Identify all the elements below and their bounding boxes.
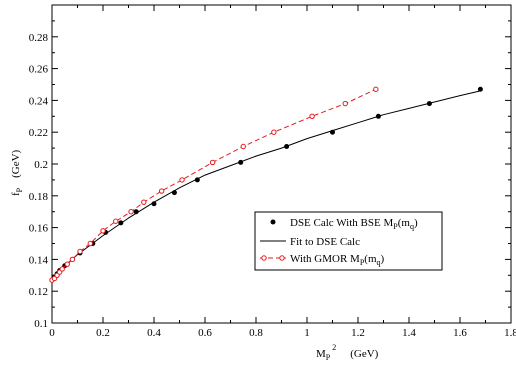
data-point-gmor (342, 100, 348, 107)
y-tick-label: 0.26 (29, 64, 49, 76)
data-point-gmor (113, 218, 119, 224)
y-tick-label: 0.2 (34, 159, 48, 171)
legend-box (254, 211, 443, 271)
y-axis-label: fP(GeV) (10, 149, 24, 196)
data-point-gmor (240, 143, 246, 150)
data-point-gmor (179, 177, 185, 183)
y-axis-ticks: 0.1 0.12 0.14 0.16 0.18 0.2 0.22 0.24 0.26 0.28 (29, 20, 511, 330)
x-tick-label: 1.8 (504, 327, 516, 339)
data-point-gmor (64, 261, 71, 267)
legend-label-gmor: With GMOR MP(mq) (290, 253, 385, 267)
y-tick-label: 0.14 (29, 254, 49, 266)
series-layer (49, 86, 483, 283)
plot-frame (51, 4, 512, 324)
y-tick-label: 0.24 (29, 95, 49, 107)
data-point-gmor (59, 266, 65, 272)
x-tick-label: 1.2 (351, 327, 365, 339)
x-axis-label: MP2(GeV) (316, 343, 379, 362)
data-point-gmor (141, 199, 147, 205)
data-point-gmor (209, 159, 216, 166)
x-tick-label: 0.6 (198, 327, 212, 339)
x-tick-label: 0.8 (249, 327, 263, 339)
data-point-gmor (373, 86, 379, 92)
data-point-gmor (271, 129, 277, 135)
data-point-gmor (77, 248, 83, 255)
data-point-dse (477, 86, 483, 92)
y-tick-label: 0.28 (29, 32, 49, 44)
y-tick-label: 0.12 (29, 286, 48, 298)
x-tick-label: 1.6 (453, 327, 467, 339)
y-tick-label: 0.18 (29, 191, 49, 203)
y-tick-label: 0.22 (29, 127, 48, 139)
x-tick-label: 1.4 (402, 327, 416, 339)
data-point-gmor (100, 228, 106, 234)
x-tick-label: 0.4 (147, 327, 161, 339)
data-point-gmor (158, 188, 165, 194)
legend-marker-gmor-circle (261, 255, 267, 261)
data-point-gmor (309, 113, 315, 120)
legend-label-dse: DSE Calc With BSE MP(mq) (290, 217, 418, 231)
data-point-gmor (87, 240, 93, 247)
x-tick-label: 0.2 (96, 327, 110, 339)
x-tick-label: 0 (49, 327, 55, 339)
y-tick-label: 0.1 (34, 318, 48, 330)
legend-label-fit: Fit to DSE Calc (290, 236, 360, 248)
legend-marker-gmor-circle-2 (279, 255, 285, 261)
x-axis-ticks: 0 0.2 0.4 0.6 0.8 1 1.2 1.4 1.6 1.8 (49, 5, 516, 339)
legend: DSE Calc With BSE MP(mq) Fit to DSE Calc… (254, 211, 443, 271)
x-tick-label: 1 (304, 327, 310, 339)
y-tick-label: 0.16 (29, 223, 49, 235)
data-point-gmor (128, 209, 134, 215)
legend-marker-dse (270, 219, 276, 225)
data-point-gmor (69, 256, 76, 263)
